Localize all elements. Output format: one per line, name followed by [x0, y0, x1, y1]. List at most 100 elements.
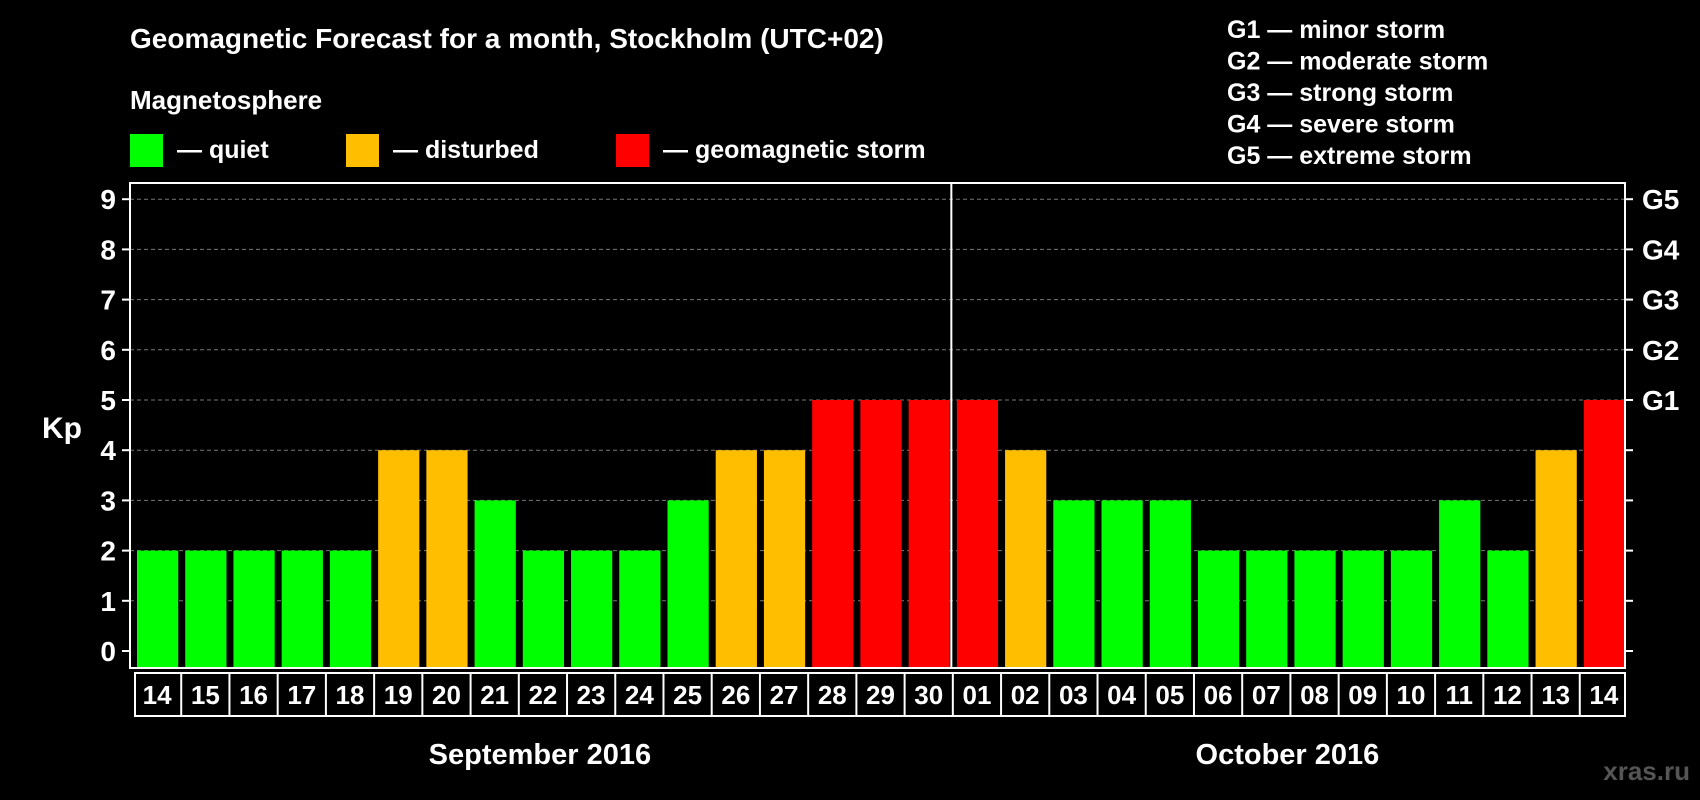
y-tick-label: 0: [100, 636, 116, 667]
legend-swatch: [346, 134, 379, 167]
y-tick-label: 9: [100, 184, 116, 215]
bar-26: [715, 450, 757, 668]
bar-10: [1390, 550, 1433, 668]
bar-23: [571, 550, 613, 668]
x-tick-label: 24: [625, 680, 654, 710]
watermark: xras.ru: [1603, 756, 1690, 786]
bar-02: [1005, 450, 1047, 668]
x-tick-label: 01: [962, 680, 991, 710]
x-tick-label: 18: [336, 680, 365, 710]
bar-27: [763, 450, 806, 668]
y-tick-label: 2: [100, 536, 116, 567]
x-tick-label: 04: [1107, 680, 1136, 710]
x-tick-label: 10: [1397, 680, 1426, 710]
y-tick-label: 5: [100, 385, 116, 416]
bar-04: [1101, 500, 1143, 668]
storm-legend-item: G1 — minor storm: [1227, 16, 1445, 44]
x-tick-label: 17: [287, 680, 316, 710]
bar-15: [185, 550, 227, 668]
x-tick-label: 13: [1541, 680, 1570, 710]
legend-swatch: [616, 134, 649, 167]
x-tick-label: 28: [818, 680, 847, 710]
x-tick-label: 20: [432, 680, 461, 710]
bar-22: [522, 550, 565, 668]
bar-08: [1294, 550, 1336, 668]
legend-swatch: [130, 134, 163, 167]
bar-20: [426, 450, 468, 668]
bar-09: [1342, 550, 1384, 668]
storm-legend-item: G3 — strong storm: [1227, 79, 1453, 107]
storm-axis-label: G5: [1642, 184, 1679, 215]
x-tick-label: 03: [1059, 680, 1088, 710]
x-tick-label: 02: [1011, 680, 1040, 710]
bar-11: [1439, 500, 1481, 668]
storm-axis-label: G1: [1642, 385, 1679, 416]
x-tick-label: 19: [384, 680, 413, 710]
legend-subtitle: Magnetosphere: [130, 85, 322, 115]
month-label: October 2016: [1196, 739, 1380, 771]
bar-07: [1246, 550, 1288, 668]
y-tick-label: 3: [100, 485, 116, 516]
x-tick-label: 11: [1445, 680, 1473, 710]
legend-label: — disturbed: [393, 136, 539, 164]
bar-25: [667, 500, 709, 668]
date-row: [134, 672, 1626, 717]
y-tick-label: 8: [100, 234, 116, 265]
storm-axis-label: G4: [1642, 234, 1680, 265]
x-tick-label: 30: [914, 680, 943, 710]
bar-17: [281, 550, 323, 668]
x-tick-label: 08: [1300, 680, 1329, 710]
y-tick-label: 7: [100, 285, 116, 316]
y-tick-label: 4: [100, 435, 116, 466]
legend-label: — geomagnetic storm: [663, 136, 926, 164]
x-tick-label: 07: [1252, 680, 1281, 710]
y-axis-label: Kp: [42, 412, 82, 445]
storm-axis-label: G2: [1642, 335, 1679, 366]
x-tick-label: 29: [866, 680, 895, 710]
storm-legend-item: G5 — extreme storm: [1227, 142, 1472, 170]
bar-24: [619, 550, 661, 668]
bar-14: [137, 550, 179, 668]
status-legend: — quiet — disturbed — geomagnetic storm: [130, 134, 926, 167]
x-tick-label: 16: [239, 680, 268, 710]
x-tick-label: 23: [577, 680, 606, 710]
chart-title: Geomagnetic Forecast for a month, Stockh…: [130, 23, 884, 54]
x-tick-label: 22: [528, 680, 557, 710]
x-tick-label: 21: [480, 680, 509, 710]
bar-16: [233, 550, 275, 668]
legend-label: — quiet: [177, 136, 269, 164]
x-tick-label: 26: [721, 680, 750, 710]
storm-legend: G1 — minor storm G2 — moderate storm G3 — …: [1227, 16, 1488, 170]
bar-06: [1197, 550, 1240, 668]
x-tick-label: 25: [673, 680, 702, 710]
x-tick-label: 12: [1493, 680, 1522, 710]
x-tick-label: 15: [191, 680, 220, 710]
bar-13: [1535, 450, 1577, 668]
y-tick-label: 6: [100, 335, 116, 366]
bar-29: [860, 400, 902, 668]
bar-30: [908, 400, 950, 668]
bar-12: [1487, 550, 1529, 668]
x-tick-label: 05: [1155, 680, 1184, 710]
bar-01: [956, 400, 999, 668]
bar-19: [378, 450, 420, 668]
y-tick-label: 1: [100, 586, 116, 617]
x-tick-label: 14: [143, 680, 172, 710]
x-tick-label: 09: [1348, 680, 1377, 710]
x-tick-label: 27: [770, 680, 799, 710]
bar-14: [1583, 400, 1625, 668]
bar-28: [812, 400, 854, 668]
x-tick-label: 14: [1589, 680, 1618, 710]
storm-axis-label: G3: [1642, 285, 1679, 316]
storm-legend-item: G2 — moderate storm: [1227, 48, 1488, 76]
storm-legend-item: G4 — severe storm: [1227, 111, 1455, 139]
bar-03: [1053, 500, 1095, 668]
bar-05: [1149, 500, 1191, 668]
x-tick-label: 06: [1204, 680, 1233, 710]
plot-frame: [129, 182, 1626, 669]
bar-21: [474, 500, 516, 668]
bar-18: [329, 550, 372, 668]
month-label: September 2016: [429, 739, 651, 771]
